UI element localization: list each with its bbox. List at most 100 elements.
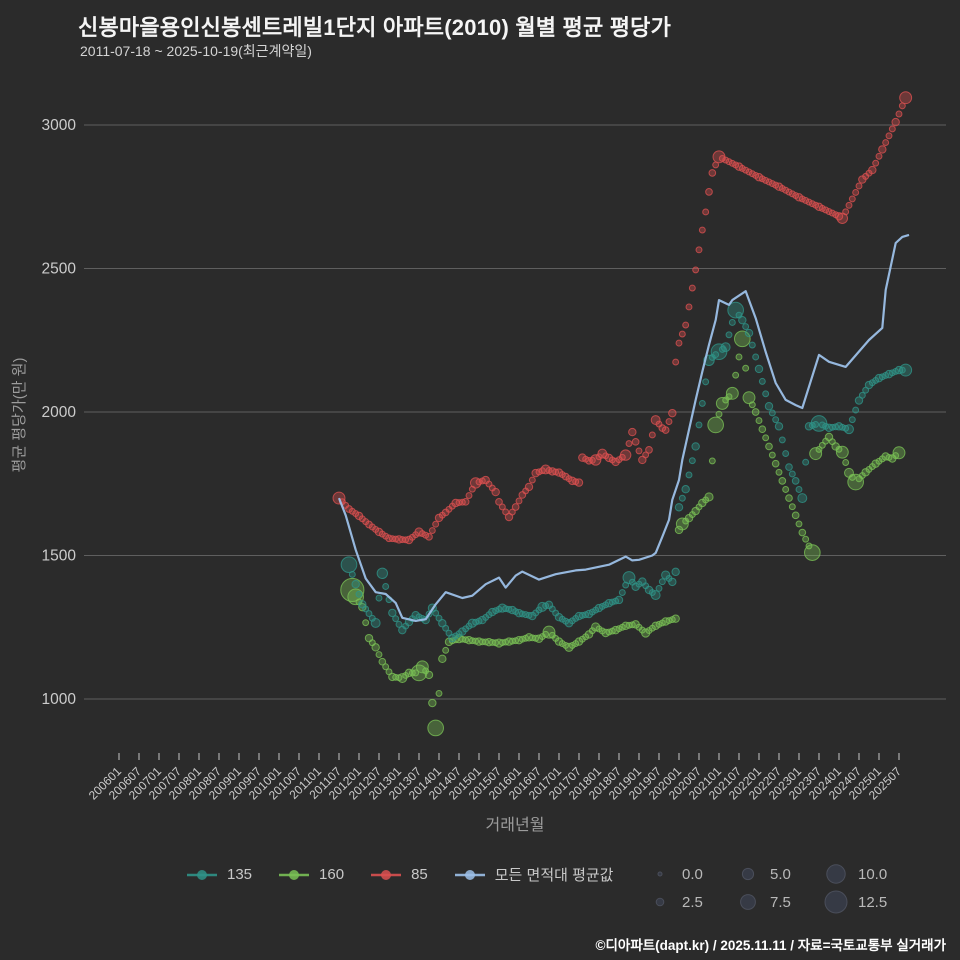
data-point [554,468,564,477]
data-point [651,621,660,631]
legend-marker-icon [371,869,402,880]
legend-marker-icon [279,869,310,880]
data-point [698,399,706,407]
data-point [691,442,700,451]
data-point [828,209,836,217]
legend-item-160[interactable]: 160 [278,866,344,883]
data-point [685,471,693,479]
data-point [798,528,807,537]
data-point [882,139,890,147]
data-point [411,610,420,620]
data-point [755,417,763,425]
data-point [619,449,632,461]
data-point [442,624,450,632]
data-point [715,410,723,418]
data-point [835,445,849,459]
size-legend-circle-icon [655,897,665,907]
legend-item-모든 면적대 평균값[interactable]: 모든 면적대 평균값 [454,864,614,885]
data-point [842,208,850,216]
data-point [791,477,800,485]
data-point [588,608,596,616]
data-point [685,303,693,311]
data-point [412,669,420,677]
data-point [836,212,849,224]
data-point [788,470,796,478]
data-point [678,330,686,338]
data-point [708,169,717,177]
data-point [675,339,683,347]
data-point [688,457,696,465]
legend-item-135[interactable]: 135 [186,866,252,883]
data-point [754,173,764,182]
data-point [852,188,860,196]
data-point [892,446,906,460]
data-point [635,447,643,455]
data-point [688,284,696,292]
data-point [589,454,602,466]
legend-item-85[interactable]: 85 [370,866,428,883]
size-legend-circle-icon [740,894,756,910]
data-point [661,426,670,434]
data-point [812,420,820,428]
data-point [752,353,760,361]
data-point [762,390,770,398]
data-point [574,478,584,487]
data-point [797,493,808,504]
data-point [554,637,564,646]
data-point [508,508,516,516]
y-tick-label: 2000 [42,404,77,421]
data-point [708,457,716,465]
data-point [631,438,640,446]
data-point [778,185,786,192]
data-point [875,152,883,160]
data-point [564,642,574,652]
data-point [534,634,544,643]
data-point [622,571,636,585]
data-point [358,602,367,612]
data-point [794,193,804,202]
data-point [848,416,856,424]
data-point [678,494,686,502]
data-point [415,660,429,674]
data-point [782,450,790,457]
data-point [768,451,776,459]
data-point [765,178,773,186]
data-point [775,468,783,476]
data-point [774,182,784,191]
data-point [725,386,739,400]
data-point [884,369,894,379]
data-point [438,654,447,664]
data-point [528,476,536,484]
data-point [695,246,703,254]
size-legend-label: 2.5 [682,893,703,911]
data-point [658,578,666,586]
data-point [758,425,767,434]
data-point [564,619,574,628]
data-point [665,418,673,426]
data-point [791,511,800,520]
legend-label: 모든 면적대 평균값 [494,867,614,884]
size-legend-label: 7.5 [770,893,791,911]
legend-label: 85 [411,866,428,883]
data-point [785,494,793,502]
data-point [748,401,756,409]
data-point [895,110,903,118]
data-point [845,201,853,209]
data-point [809,447,823,461]
data-point [718,155,726,162]
size-legend-circle-icon [824,890,848,914]
data-point [742,166,750,174]
data-point [704,492,714,502]
y-tick-label: 1000 [42,691,77,708]
data-point [395,620,403,628]
data-point [561,472,570,481]
data-point [578,453,587,462]
data-point [465,492,473,499]
data-point [835,445,843,453]
data-point [745,168,753,176]
data-point [604,453,614,463]
data-point [788,190,796,198]
data-point [340,556,358,574]
data-point [558,640,566,647]
data-point [725,331,733,339]
